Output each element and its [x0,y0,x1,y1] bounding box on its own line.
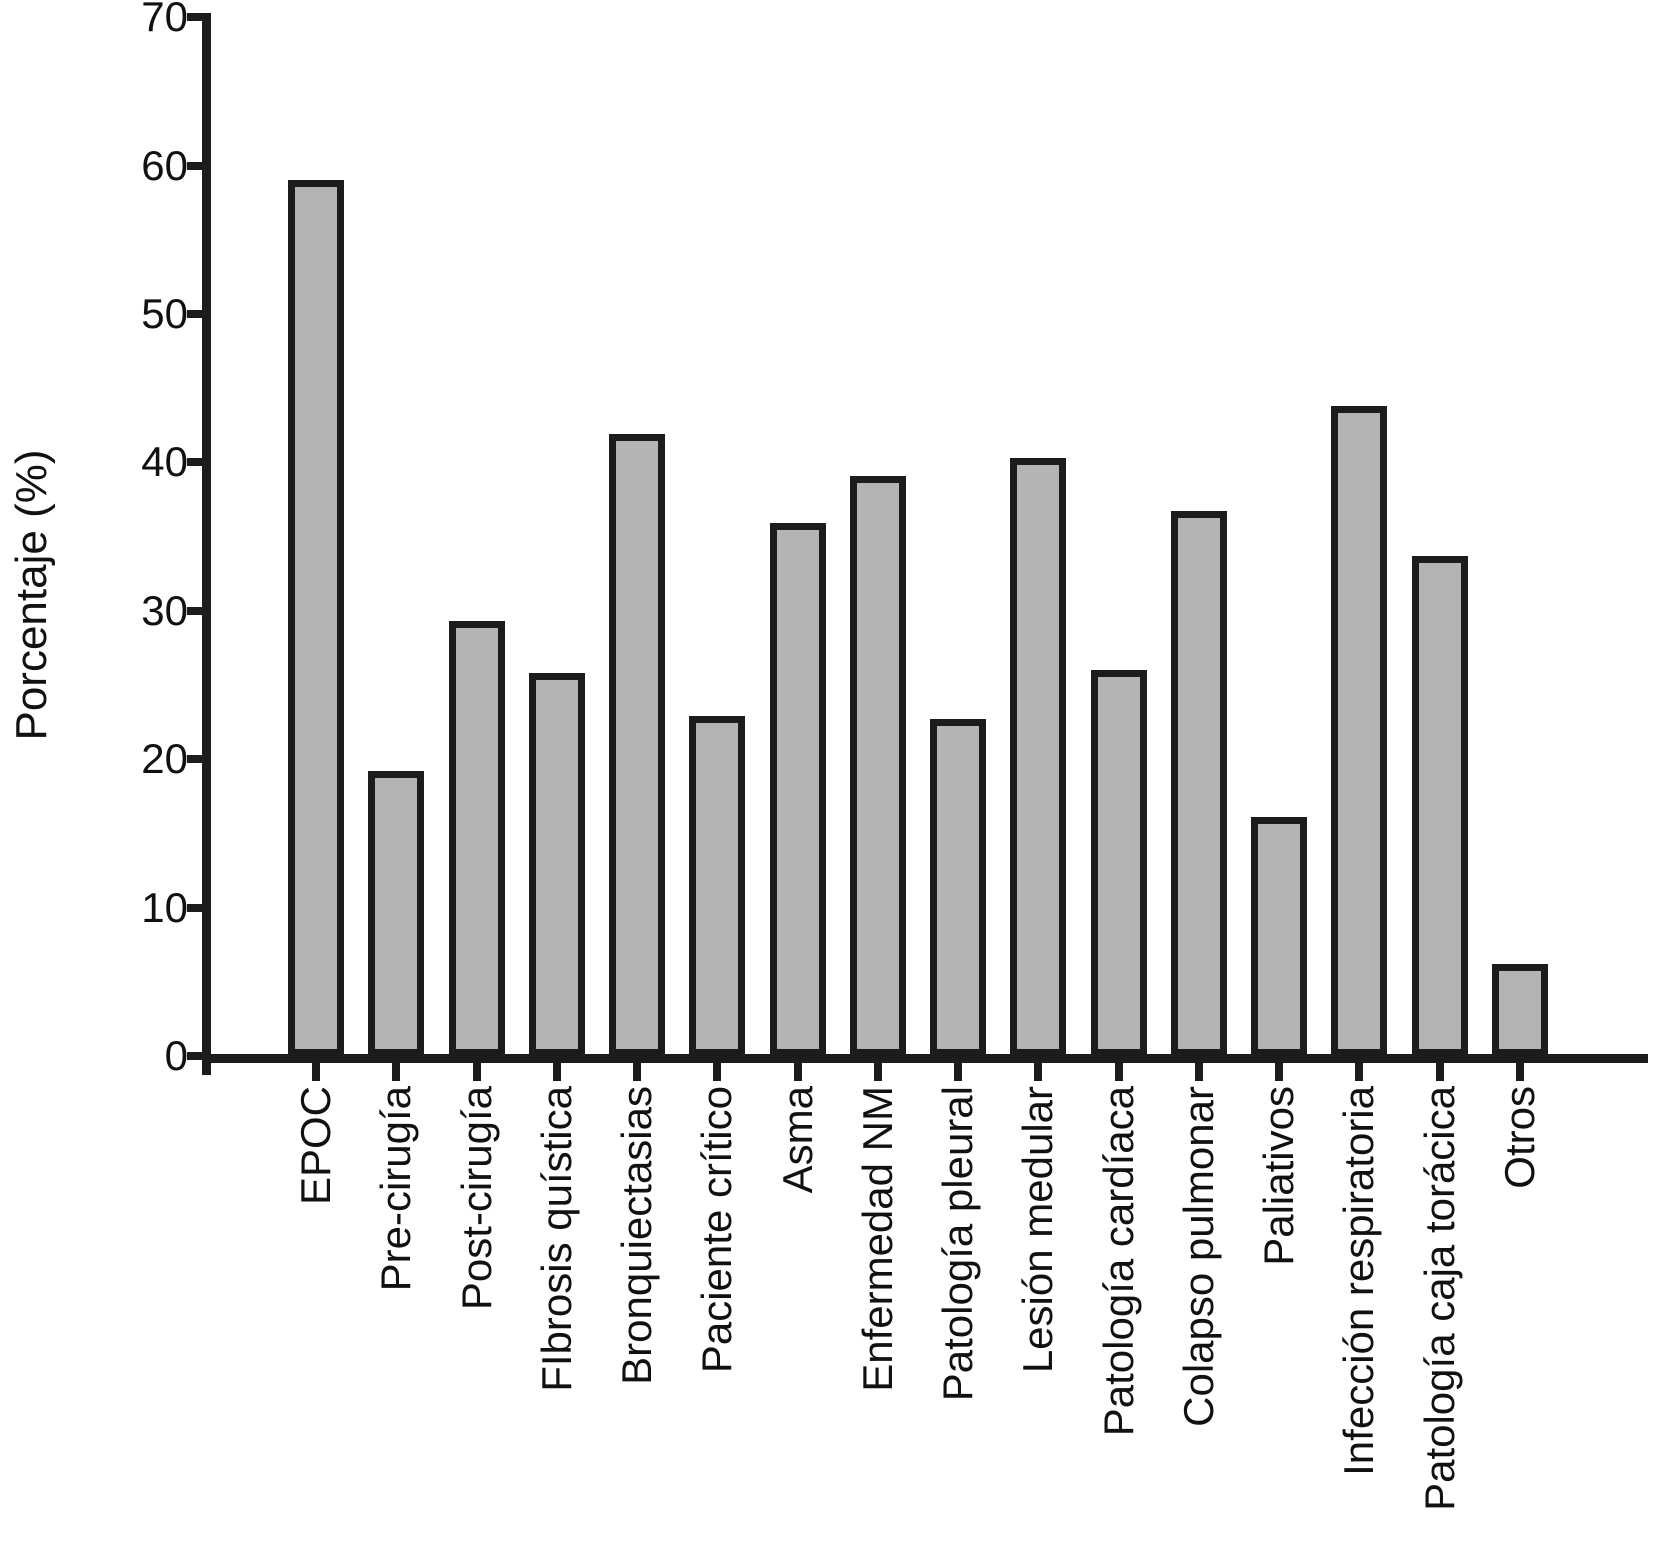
x-tick [392,1063,400,1081]
bar [1010,458,1066,1056]
x-axis-label: Paciente crítico [693,1086,740,1374]
x-axis-origin-tick [202,1063,211,1075]
bar [368,771,424,1056]
y-tick [187,904,202,912]
x-axis-label: Colapso pulmonar [1175,1086,1222,1427]
x-axis-label: Patología caja torácica [1416,1086,1463,1511]
x-tick [312,1063,320,1081]
x-axis-label: FIbrosis quística [533,1086,580,1392]
y-tick [187,13,202,21]
y-tick [187,162,202,170]
x-tick [954,1063,962,1081]
x-axis-label: EPOC [292,1086,339,1206]
x-tick [1355,1063,1363,1081]
bar [930,719,986,1056]
y-tick [187,310,202,318]
y-tick-label: 0 [164,1032,188,1079]
x-axis-label: Otros [1496,1086,1543,1189]
bar [609,434,665,1056]
x-tick [1516,1063,1524,1081]
x-axis-label: Infección respiratoria [1335,1086,1382,1476]
bar [529,673,585,1056]
y-tick-label: 60 [141,142,188,189]
y-tick-label: 20 [141,735,188,782]
x-axis-label: Bronquiectasias [613,1086,660,1385]
bar [1091,670,1147,1056]
x-axis-label: Asma [774,1086,821,1194]
y-tick [187,1052,202,1060]
bar [1171,511,1227,1056]
x-axis-line [202,1054,1648,1063]
x-tick [633,1063,641,1081]
x-tick [1436,1063,1444,1081]
y-tick [187,458,202,466]
bar [689,716,745,1056]
x-tick [553,1063,561,1081]
bar [1251,817,1307,1056]
x-tick [1275,1063,1283,1081]
bar [1331,406,1387,1056]
x-axis-label: Lesión medular [1014,1086,1061,1374]
x-axis-label: Patología cardíaca [1095,1086,1142,1437]
x-tick [473,1063,481,1081]
bar [850,476,906,1056]
x-tick [713,1063,721,1081]
x-tick [1115,1063,1123,1081]
y-tick-label: 70 [141,0,188,40]
y-tick-label: 10 [141,884,188,931]
x-tick [794,1063,802,1081]
bar [449,621,505,1056]
y-tick [187,755,202,763]
x-tick [1195,1063,1203,1081]
y-tick [187,607,202,615]
y-tick-label: 30 [141,587,188,634]
x-tick [874,1063,882,1081]
y-axis-line [202,13,211,1063]
bar [288,180,344,1056]
x-axis-label: Paliativos [1255,1086,1302,1266]
x-axis-label: Pre-cirugía [372,1086,419,1292]
x-axis-label: Post-cirugía [453,1086,500,1311]
y-tick-label: 40 [141,438,188,485]
bar [1492,964,1548,1056]
x-tick [1034,1063,1042,1081]
x-axis-label: Enfermedad NM [854,1086,901,1392]
y-tick-label: 50 [141,290,188,337]
x-axis-label: Patología pleural [934,1086,981,1402]
bar [770,523,826,1056]
bar [1412,556,1468,1056]
